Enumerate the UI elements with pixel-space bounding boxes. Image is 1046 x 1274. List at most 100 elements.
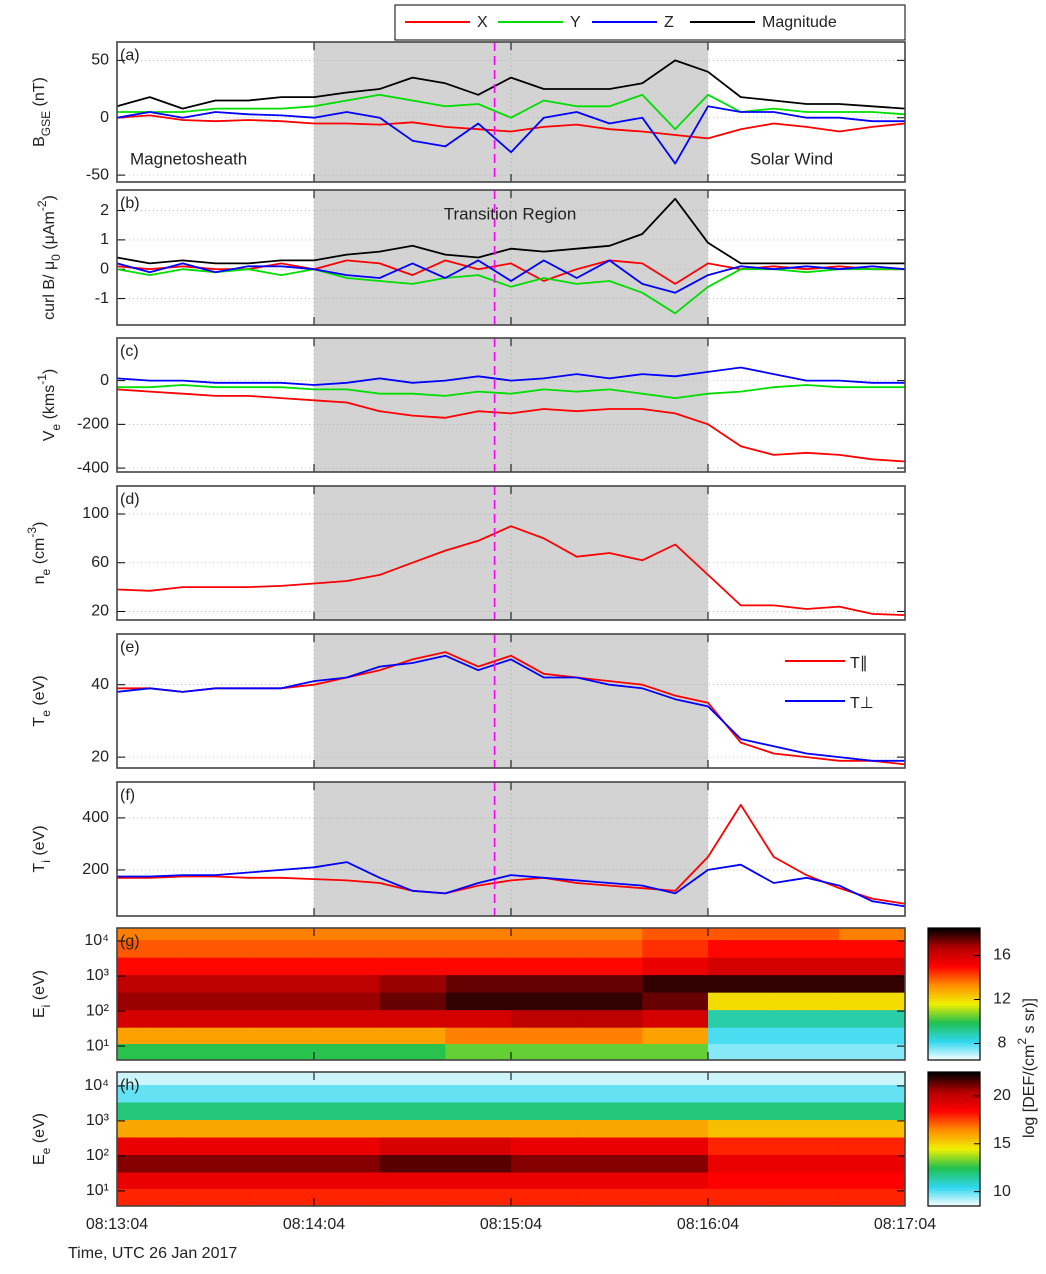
colorbar-segment <box>928 994 980 997</box>
series-line <box>116 59 906 110</box>
spectrogram-cell <box>117 1009 184 1028</box>
y-axis-label: Ve (kms-1) <box>35 369 63 441</box>
spectrogram-cell <box>445 1188 512 1207</box>
y-tick-label: 10³ <box>86 1112 110 1129</box>
colorbar-segment <box>928 967 980 971</box>
spectrogram-cell <box>708 1072 775 1086</box>
spectrogram-cell <box>379 1009 446 1028</box>
colorbar-segment <box>928 1085 980 1089</box>
spectrogram-cell <box>576 1027 643 1045</box>
colorbar-segment <box>928 939 980 942</box>
y-tick-label: 50 <box>91 52 109 69</box>
panel: -50 0 50 (a) BGSE (nT) X Y Z Magnitude <box>31 4 906 183</box>
spectrogram-cell <box>445 1154 512 1173</box>
y-tick-label: 100 <box>82 505 109 522</box>
y-tick-label: 10¹ <box>86 1037 109 1054</box>
colorbar-segment <box>928 1057 980 1061</box>
y-tick-label: 1 <box>100 231 109 248</box>
y-tick-label: 10³ <box>86 967 110 984</box>
spectrogram-cell <box>314 928 381 941</box>
colorbar-segment <box>928 1181 980 1185</box>
spectrogram-cell <box>445 957 512 976</box>
spectrogram-cell <box>708 1137 775 1156</box>
axes-frame <box>116 1071 906 1207</box>
spectrogram-cell <box>314 1102 381 1121</box>
spectrogram-cell <box>248 1119 315 1138</box>
colorbar-segment <box>928 983 980 986</box>
spectrogram-cell <box>182 1154 249 1173</box>
panel: 10¹ 10² 10³ 10⁴ 08:13:04 08:14:04 08:15:04 08:1… <box>31 998 1038 1262</box>
x-tick-label: 08:16:04 <box>677 1216 739 1233</box>
spectrogram-cell <box>642 974 709 993</box>
series-line <box>116 366 905 386</box>
spectrogram-cell <box>576 992 643 1011</box>
spectrogram-cell <box>576 1154 643 1173</box>
spectrogram-cell <box>642 1137 709 1156</box>
colorbar-segment <box>928 991 980 995</box>
spectrogram-cell <box>773 1119 840 1138</box>
spectrogram-cell <box>642 1027 709 1045</box>
spectrogram-cell <box>708 939 775 958</box>
y-tick-label: 10¹ <box>86 1182 109 1199</box>
annotation: Magnetosheath <box>130 149 247 168</box>
panel: 20 60 100 (d) ne (cm-3) <box>25 485 906 621</box>
spectrogram-cell <box>511 928 578 941</box>
spectrogram-cell <box>511 1009 578 1028</box>
spectrogram-cell <box>642 928 709 941</box>
spectrogram-cell <box>576 1137 643 1156</box>
spectrogram-cell <box>182 1172 249 1189</box>
label-part: E <box>31 1007 48 1018</box>
spectrogram-cell <box>379 1172 446 1189</box>
colorbar-segment <box>928 930 980 933</box>
spectrogram-cell <box>708 1084 775 1103</box>
spectrogram-cell <box>511 1137 578 1156</box>
label-part: (eV) <box>31 675 48 710</box>
colorbar-segment <box>928 1109 980 1113</box>
colorbar-segment <box>928 1002 980 1006</box>
colorbar-segment <box>928 1176 980 1180</box>
colorbar-segment <box>928 1156 980 1160</box>
spectrogram-cell <box>182 1119 249 1138</box>
spectrogram-cell <box>576 1119 643 1138</box>
spectrogram-cell <box>773 939 840 958</box>
spectrogram-cell <box>445 974 512 993</box>
transition-shade <box>314 338 708 472</box>
spectrogram-cell <box>708 974 775 993</box>
colorbar-segment <box>928 1029 980 1032</box>
label-part: i <box>39 860 53 863</box>
spectrogram-cell <box>642 1009 709 1028</box>
colorbar-segment <box>928 1080 980 1084</box>
colorbar-tick-label: 16 <box>993 947 1011 964</box>
spectrogram-cell <box>642 1172 709 1189</box>
spectrogram-cell <box>248 1102 315 1121</box>
spectrogram-cell <box>773 928 840 941</box>
colorbar-segment <box>928 987 980 991</box>
spectrogram-cell <box>839 1072 906 1086</box>
colorbar-segment <box>928 1192 980 1196</box>
spectrogram-cell <box>379 1154 446 1173</box>
colorbar-segment <box>928 928 980 931</box>
series-line <box>116 105 905 165</box>
series-line <box>117 804 906 905</box>
series-line <box>116 654 905 762</box>
panel-label: (h) <box>120 1077 140 1094</box>
spectrogram-cell <box>117 1119 184 1138</box>
spectrogram-cell <box>839 1043 906 1061</box>
spectrogram-cell <box>248 992 315 1011</box>
spectrogram-cell <box>117 928 184 941</box>
colorbar-segment <box>928 1118 980 1122</box>
spectrogram-cell <box>379 939 446 958</box>
spectrogram-cell <box>117 1027 184 1045</box>
label-part: e <box>39 1147 53 1154</box>
spectrogram-cell <box>839 1188 906 1207</box>
colorbar-segment <box>928 1027 980 1030</box>
spectrogram-cell <box>839 1027 906 1045</box>
colorbar-segment <box>928 1092 980 1095</box>
panel: 10¹ 10² 10³ 10⁴ 8 12 16 (g) Ei (eV) <box>31 927 1011 1061</box>
spectrogram-cell <box>445 1102 512 1121</box>
colorbar-segment <box>928 1174 980 1178</box>
spectrogram-cell <box>642 1188 709 1207</box>
series-line <box>116 388 906 463</box>
spectrogram-cell <box>117 1172 184 1189</box>
spectrogram-cell <box>511 1102 578 1121</box>
